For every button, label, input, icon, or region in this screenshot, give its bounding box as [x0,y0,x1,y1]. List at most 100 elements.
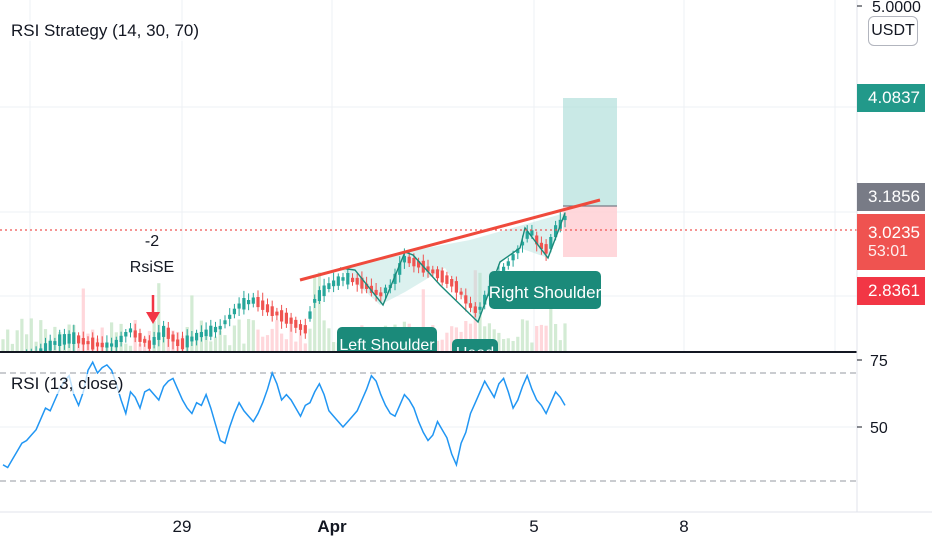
candle-body [332,280,336,287]
candle-body [43,343,48,355]
candle-body [294,319,298,328]
candle-body [270,306,274,316]
volume-bar [190,295,194,352]
candle-body [242,298,246,310]
strategy-title[interactable]: RSI Strategy (14, 30, 70) [9,21,202,41]
volume-bar [242,343,246,352]
volume-bar [265,335,270,352]
candle-body [138,333,142,342]
volume-bar [563,323,567,352]
candle-body [464,295,468,304]
time-axis-label-apr: Apr [317,517,347,536]
candle-body [374,289,378,295]
candle-body [355,277,359,285]
volume-bar [554,324,558,352]
volume-bar [223,335,227,352]
volume-bar [110,322,114,352]
candle-body [256,297,260,308]
volume-bar [251,320,255,352]
candle-body [360,277,364,289]
candle-body [166,327,170,339]
current-price-value: 3.0235 [868,223,920,242]
candle-body [350,277,355,283]
candle-body [72,332,76,344]
rsi-line [2,360,566,469]
candle-body [77,335,81,344]
volume-bar [303,343,307,352]
volume-bar [502,339,506,352]
candle-body [176,339,180,346]
candle-body [322,285,326,297]
volume-bar [506,338,510,352]
rsi-title[interactable]: RSI (13, close) [9,374,126,394]
volume-bar [298,330,303,352]
take-profit-price-tag: 4.0837 [857,84,925,112]
take-profit-zone [563,98,617,206]
signal-label-value: -2 [145,233,159,250]
candle-body [473,306,477,313]
candle-body [431,269,435,274]
volume-bar [445,332,449,352]
volume-bar [313,277,317,352]
candle-body [365,283,369,289]
volume-bar [487,323,491,352]
price-axis [857,0,932,550]
candle-body [100,342,104,348]
volume-bar [237,319,241,352]
candle-body [289,317,293,324]
candle-body [483,294,487,305]
svg-text:Left Shoulder: Left Shoulder [339,337,435,354]
candle-body [435,269,440,279]
candle-body [110,343,114,347]
candle-body [119,335,123,342]
volume-bar [516,336,520,352]
candle-body [171,334,175,342]
volume-bar [435,340,440,352]
stop-loss-zone [563,206,617,257]
candle-body [95,342,100,347]
candle-body [67,333,71,344]
volume-bar [317,272,321,352]
volume-bar [39,320,43,352]
volume-bar [218,330,222,352]
volume-bar [256,329,260,352]
candle-body [152,337,156,345]
candle-body [114,339,118,348]
candle-body [124,332,128,337]
candle-body [48,340,52,351]
candle-body [62,334,66,345]
candle-body [450,279,454,287]
candle-body [336,276,340,286]
candle-body [327,283,331,289]
candle-countdown: 53:01 [868,243,909,260]
candle-body [209,325,213,337]
volume-bar [549,278,553,352]
candle-body [407,256,411,264]
candle-body [549,237,553,249]
candle-body [157,332,161,340]
candle-body [516,248,520,254]
currency-button[interactable]: USDT [868,16,918,46]
price-axis-top-label: 5.0000 [872,0,921,16]
volume-bar [204,336,208,352]
volume-bar [209,341,213,352]
volume-bar [327,328,331,352]
candle-body [105,342,109,348]
volume-bar [247,319,251,352]
candle-body [86,341,90,345]
svg-text:Right Shoulder: Right Shoulder [489,283,602,302]
time-axis-label-29: 29 [173,517,192,536]
candle-body [247,300,251,305]
candle-body [346,273,350,285]
volume-bar [213,336,218,352]
candle-body [563,215,567,221]
neckline-trendline [299,198,601,282]
rsi-axis-label-75: 75 [870,353,888,370]
volume-bar [511,341,515,352]
candle-body [223,320,227,325]
candle-body [199,332,203,338]
candle-body [147,340,151,349]
entry-price-tag: 3.1856 [857,183,925,211]
volume-bar [128,345,133,352]
candle-body [261,300,265,310]
